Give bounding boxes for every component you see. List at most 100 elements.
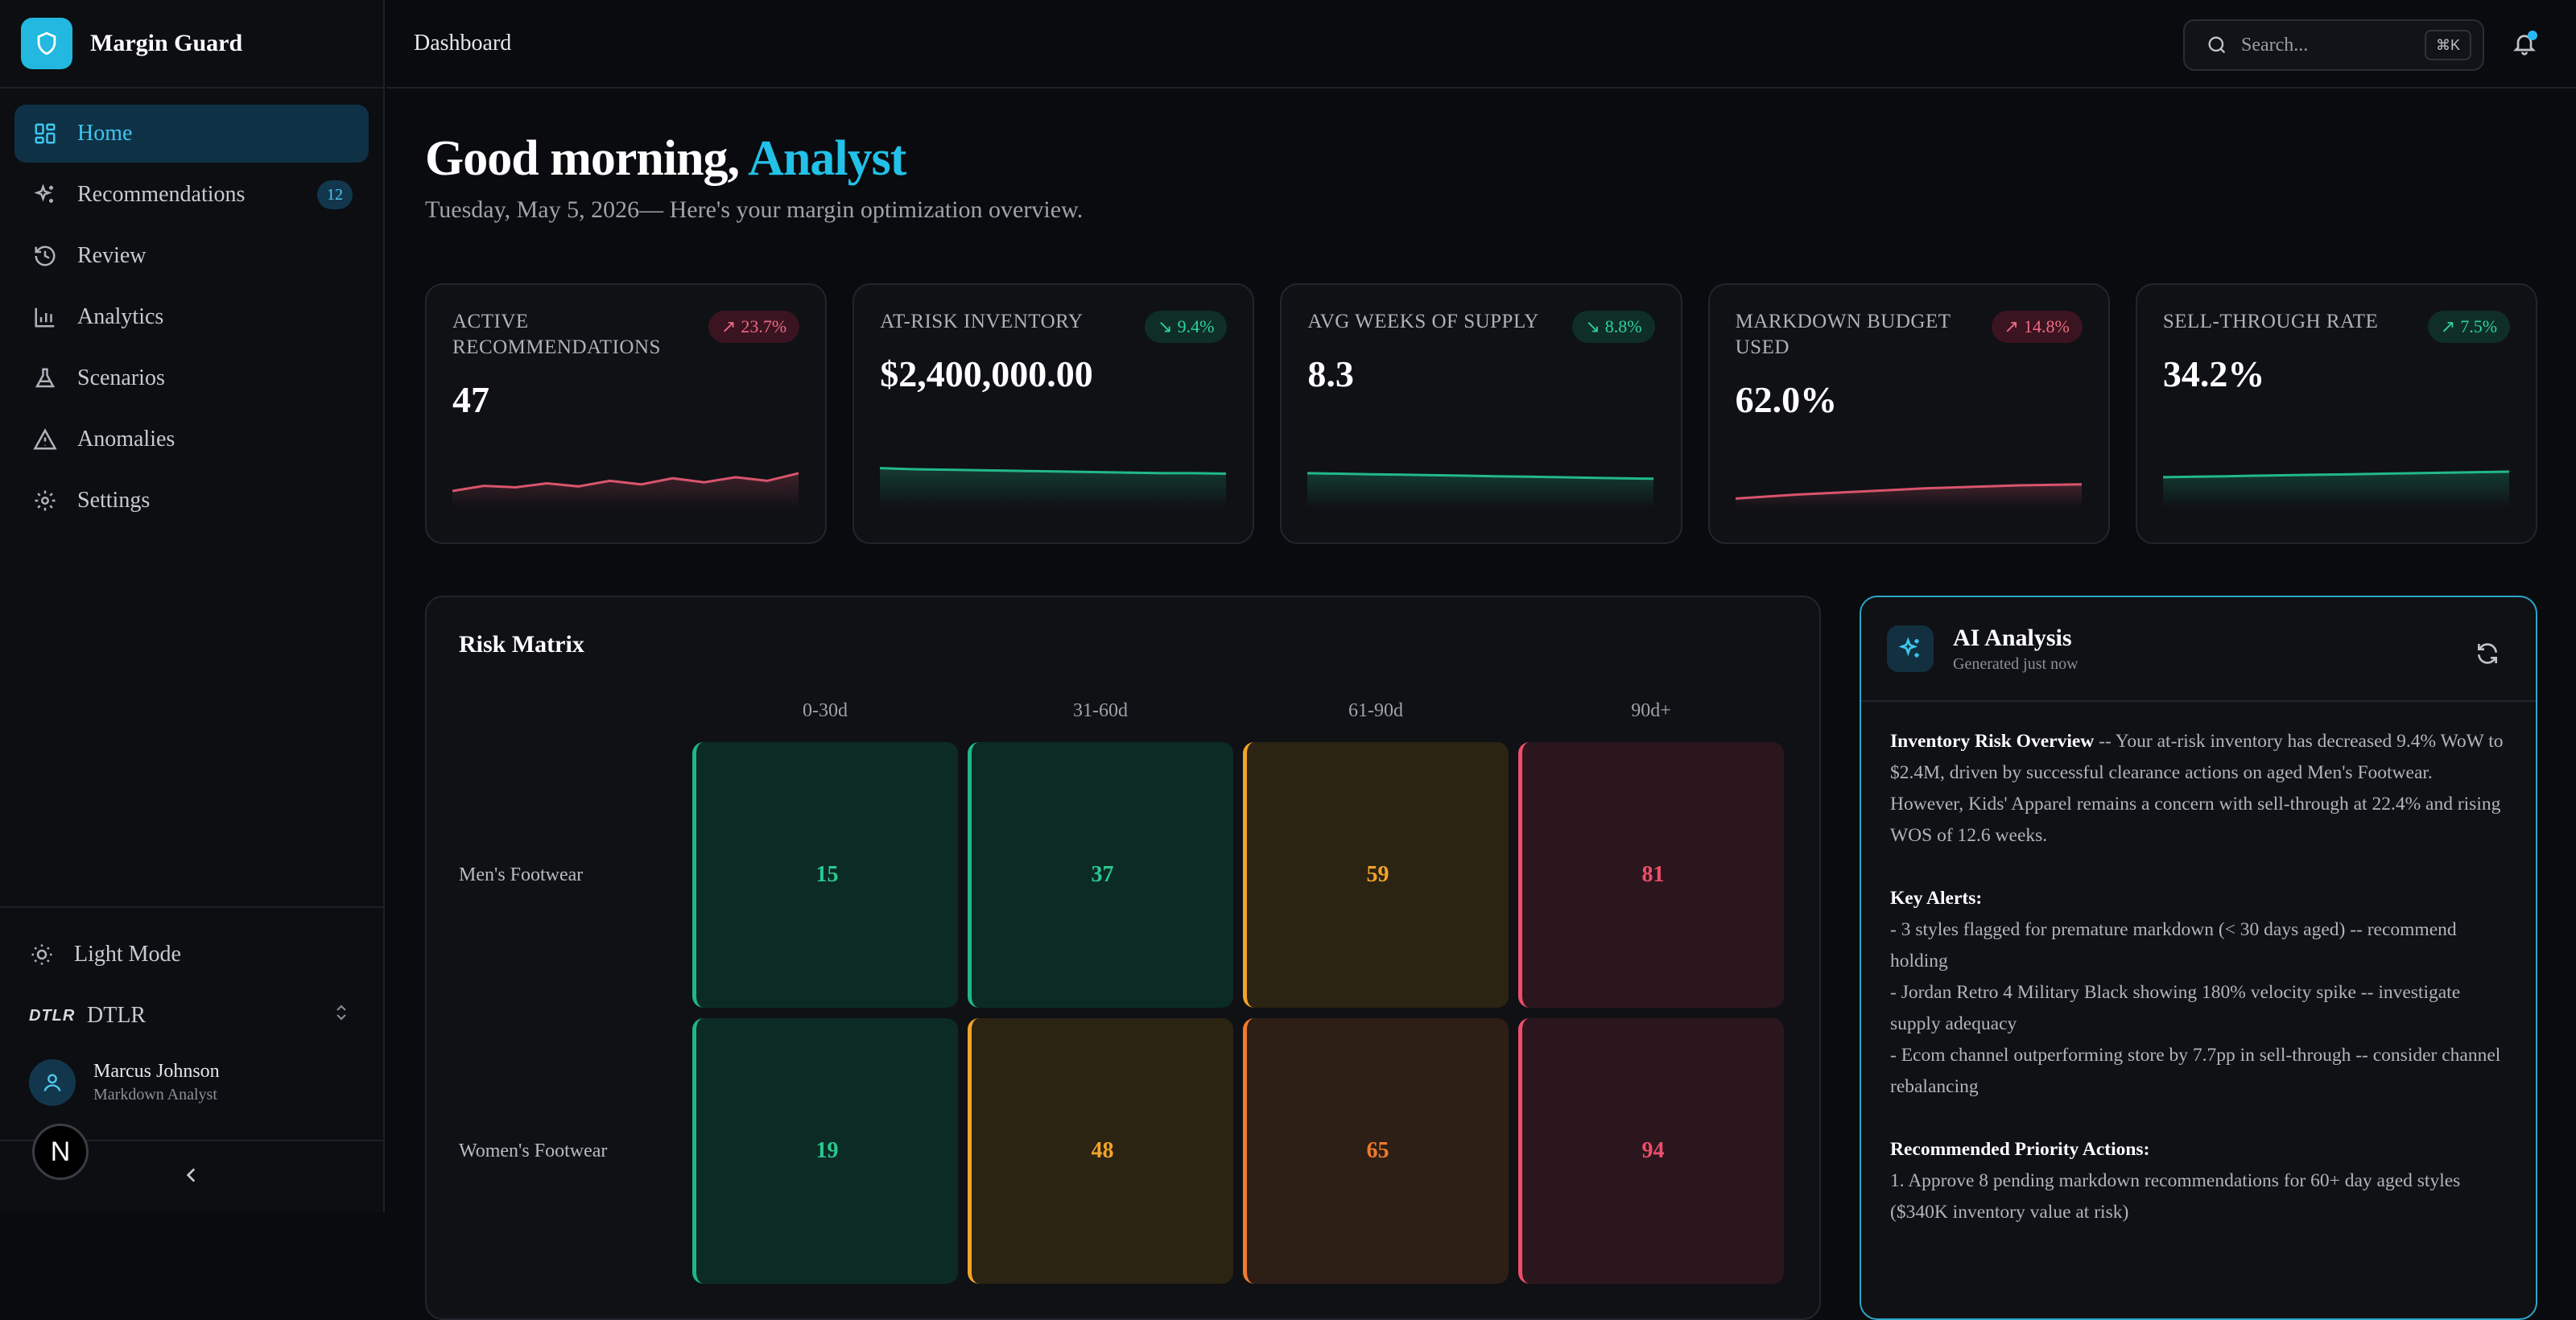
overview-heading: Inventory Risk Overview <box>1890 731 2094 752</box>
ai-analysis-title: AI Analysis <box>1953 625 2079 652</box>
kpi-row: ACTIVE RECOMMENDATIONS ↗23.7% 47 AT-RISK… <box>425 283 2537 544</box>
alert-item: - 3 styles flagged for premature markdow… <box>1890 914 2507 977</box>
risk-cell[interactable]: 81 <box>1518 742 1784 1008</box>
brand[interactable]: Margin Guard <box>0 0 383 89</box>
row-label: Women's Footwear <box>459 1141 607 1162</box>
sidebar-item-label: Scenarios <box>77 365 165 391</box>
kpi-value: 34.2% <box>2163 353 2510 395</box>
kpi-delta-badge: ↗23.7% <box>708 311 799 343</box>
sidebar-item-settings[interactable]: Settings <box>14 472 369 530</box>
user-role: Markdown Analyst <box>93 1086 220 1104</box>
app-name: Margin Guard <box>90 30 242 57</box>
kpi-value: 62.0% <box>1736 378 2083 421</box>
kpi-label: ACTIVE RECOMMENDATIONS <box>452 309 686 361</box>
sidebar-item-label: Review <box>77 243 147 269</box>
chevron-updown-icon <box>332 1000 351 1031</box>
sidebar-item-home[interactable]: Home <box>14 105 369 163</box>
current-date: Tuesday, May 5, 2026 <box>425 196 639 223</box>
search-shortcut: ⌘K <box>2425 30 2471 60</box>
sparkline <box>1736 452 2082 509</box>
theme-toggle[interactable]: Light Mode <box>0 924 383 985</box>
risk-cell[interactable]: 59 <box>1243 742 1509 1008</box>
kpi-delta-value: 7.5% <box>2460 316 2497 337</box>
kpi-card-sell-through-rate[interactable]: SELL-THROUGH RATE ↗7.5% 34.2% <box>2136 283 2537 544</box>
risk-matrix-title: Risk Matrix <box>459 631 584 658</box>
tenant-switcher[interactable]: DTLR DTLR <box>0 985 383 1046</box>
user-profile[interactable]: Marcus Johnson Markdown Analyst <box>0 1046 383 1119</box>
ai-analysis-subtitle: Generated just now <box>1953 655 2079 674</box>
kpi-delta-badge: ↗7.5% <box>2428 311 2510 343</box>
breadcrumb: Dashboard <box>414 31 511 56</box>
kpi-delta-value: 23.7% <box>741 316 786 337</box>
kpi-card-avg-weeks-of-supply[interactable]: AVG WEEKS OF SUPPLY ↘8.8% 8.3 <box>1280 283 1682 544</box>
user-icon <box>29 1059 76 1106</box>
sidebar: Margin Guard Home Recommendations 12 Rev… <box>0 0 385 1212</box>
action-item: 1. Approve 8 pending markdown recommenda… <box>1890 1165 2507 1228</box>
user-name: Marcus Johnson <box>93 1061 220 1083</box>
column-header: 31-60d <box>968 700 1233 722</box>
column-header: 90d+ <box>1518 700 1784 722</box>
history-icon <box>32 243 58 269</box>
kpi-value: 8.3 <box>1307 353 1654 395</box>
main-content: Good morning, Analyst Tuesday, May 5, 20… <box>386 90 2576 1212</box>
page-subtitle: Tuesday, May 5, 2026— Here's your margin… <box>425 196 1083 224</box>
risk-cell[interactable]: 94 <box>1518 1018 1784 1284</box>
sun-icon <box>29 942 55 967</box>
warning-icon <box>32 427 58 452</box>
notification-dot <box>2528 31 2537 40</box>
alert-item: - Ecom channel outperforming store by 7.… <box>1890 1040 2507 1103</box>
search-input[interactable]: Search... ⌘K <box>2183 19 2484 71</box>
kpi-delta-badge: ↘9.4% <box>1145 311 1227 343</box>
dev-tools-badge[interactable]: N <box>32 1124 89 1180</box>
kpi-label: AT-RISK INVENTORY <box>880 309 1113 335</box>
refresh-button[interactable] <box>2473 641 2502 670</box>
kpi-delta-value: 9.4% <box>1178 316 1215 337</box>
ai-analysis-header: AI Analysis Generated just now <box>1861 597 2536 702</box>
alerts-heading: Key Alerts: <box>1890 883 2507 914</box>
count-badge: 12 <box>317 180 353 209</box>
kpi-label: SELL-THROUGH RATE <box>2163 309 2396 335</box>
trend-up-icon: ↗ <box>2004 316 2019 337</box>
sidebar-footer: Light Mode DTLR DTLR Marcus Johnson Mark… <box>0 906 383 1212</box>
tenant-name: DTLR <box>87 1003 146 1029</box>
alert-item: - Jordan Retro 4 Military Black showing … <box>1890 977 2507 1040</box>
row-label: Men's Footwear <box>459 864 583 886</box>
kpi-label: AVG WEEKS OF SUPPLY <box>1307 309 1541 335</box>
kpi-label: MARKDOWN BUDGET USED <box>1736 309 1969 361</box>
sidebar-item-analytics[interactable]: Analytics <box>14 288 369 346</box>
subtitle-text: — Here's your margin optimization overvi… <box>639 196 1083 223</box>
column-header: 61-90d <box>1243 700 1509 722</box>
sparkline <box>2163 452 2509 509</box>
trend-down-icon: ↘ <box>1585 316 1600 337</box>
notifications-button[interactable] <box>2508 29 2541 61</box>
trend-up-icon: ↗ <box>2441 316 2455 337</box>
sidebar-item-label: Anomalies <box>77 427 175 452</box>
risk-cell[interactable]: 37 <box>968 742 1233 1008</box>
risk-cell[interactable]: 48 <box>968 1018 1233 1284</box>
bar-chart-icon <box>32 304 58 330</box>
greeting-prefix: Good morning, <box>425 131 739 186</box>
sidebar-item-label: Home <box>77 121 132 146</box>
kpi-card-at-risk-inventory[interactable]: AT-RISK INVENTORY ↘9.4% $2,400,000.00 <box>852 283 1254 544</box>
search-placeholder: Search... <box>2241 35 2308 56</box>
column-header: 0-30d <box>692 700 958 722</box>
sidebar-item-review[interactable]: Review <box>14 227 369 285</box>
shield-icon <box>21 18 72 69</box>
risk-cell[interactable]: 65 <box>1243 1018 1509 1284</box>
sidebar-nav: Home Recommendations 12 Review Analytics… <box>0 89 383 549</box>
sidebar-item-label: Settings <box>77 488 150 514</box>
kpi-delta-badge: ↘8.8% <box>1572 311 1654 343</box>
sidebar-item-recommendations[interactable]: Recommendations 12 <box>14 166 369 224</box>
chevron-left-icon <box>181 1165 202 1190</box>
sparkline <box>452 452 799 509</box>
kpi-card-markdown-budget-used[interactable]: MARKDOWN BUDGET USED ↗14.8% 62.0% <box>1708 283 2110 544</box>
sparkles-icon <box>1887 625 1934 672</box>
risk-cell[interactable]: 19 <box>692 1018 958 1284</box>
risk-cell[interactable]: 15 <box>692 742 958 1008</box>
kpi-card-active-recommendations[interactable]: ACTIVE RECOMMENDATIONS ↗23.7% 47 <box>425 283 827 544</box>
trend-up-icon: ↗ <box>721 316 736 337</box>
sidebar-item-anomalies[interactable]: Anomalies <box>14 410 369 468</box>
theme-toggle-label: Light Mode <box>74 942 181 967</box>
sidebar-item-scenarios[interactable]: Scenarios <box>14 349 369 407</box>
ai-analysis-body: Inventory Risk Overview -- Your at-risk … <box>1861 702 2536 1284</box>
